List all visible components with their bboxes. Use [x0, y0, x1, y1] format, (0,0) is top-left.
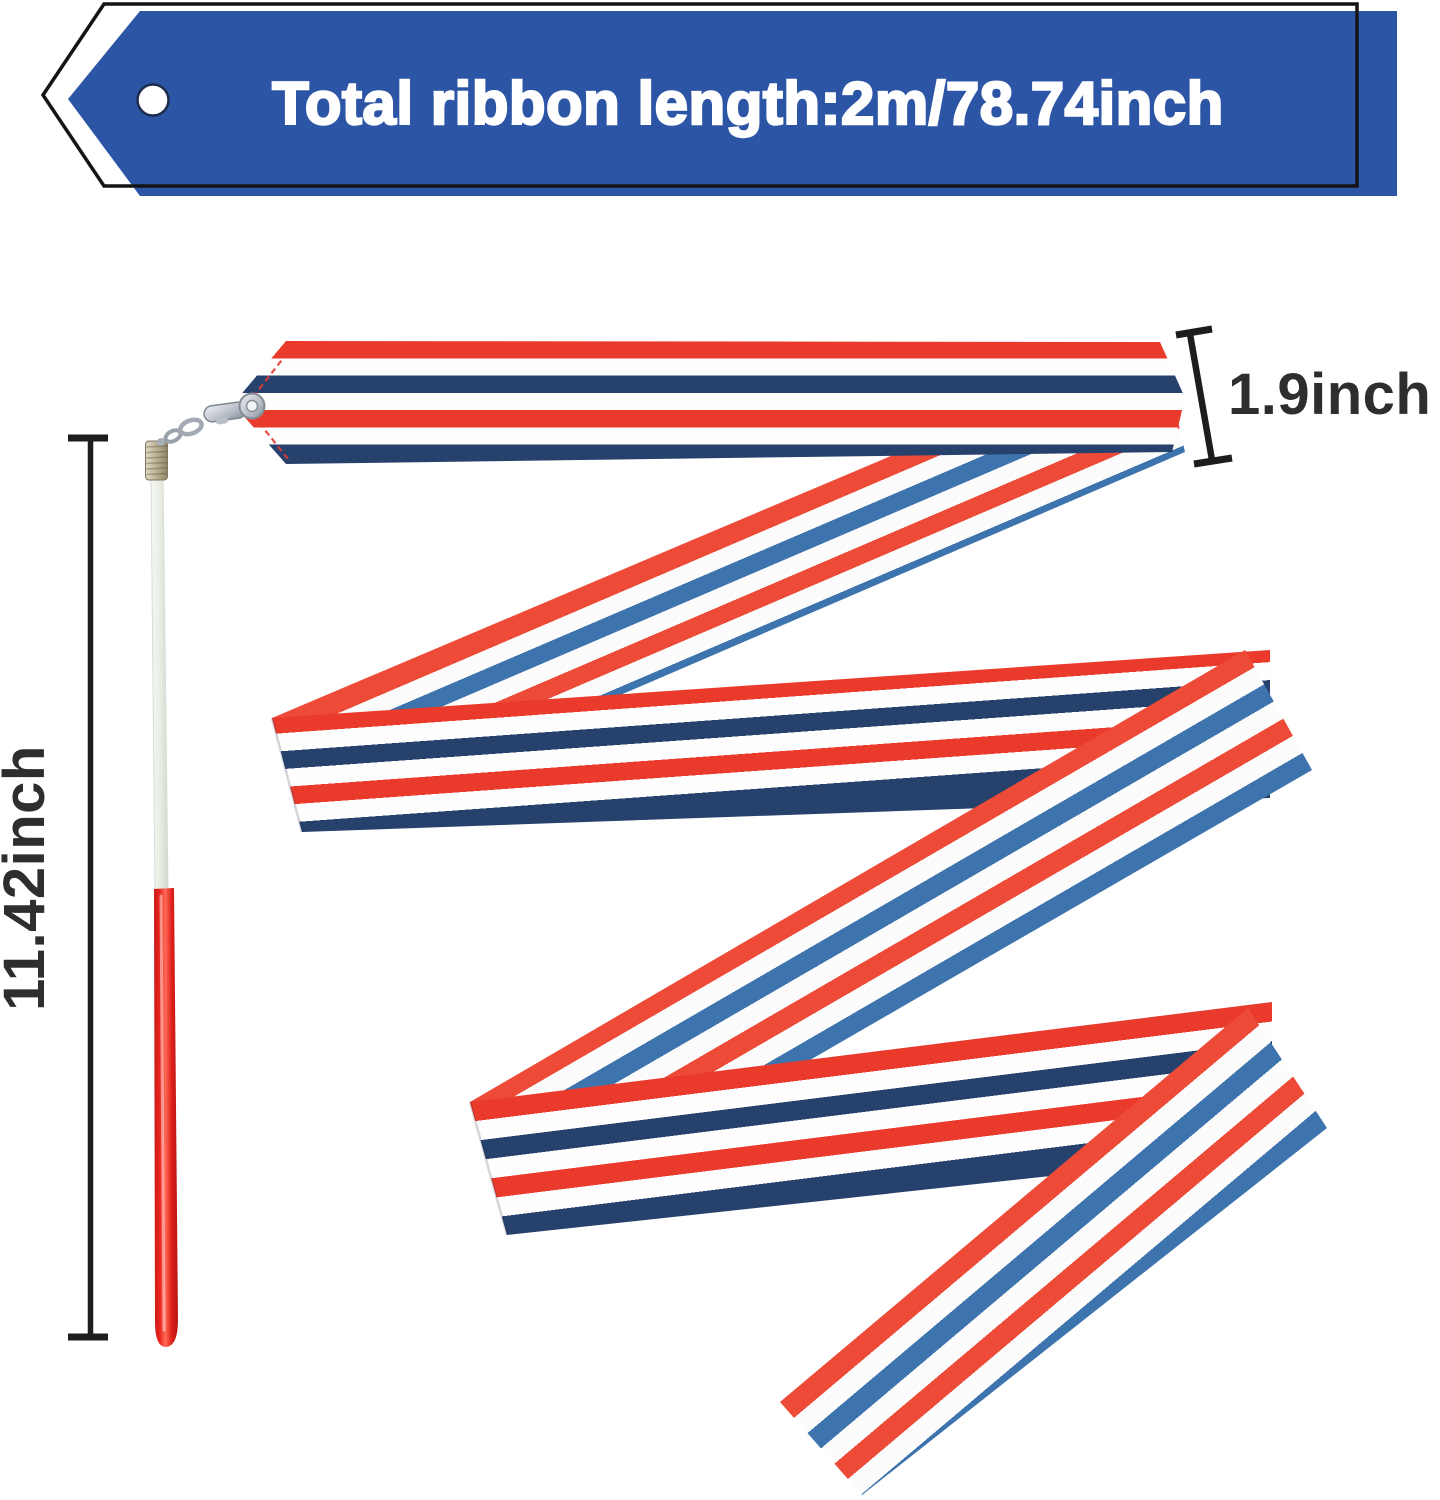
- stick-length-dimension: 11.42inch: [0, 434, 108, 1341]
- ribbon-width-label: 1.9inch: [1228, 362, 1431, 427]
- banner-tag-outline: [40, 2, 1359, 188]
- swivel-clasp-icon: [157, 401, 247, 446]
- stick-length-label: 11.42inch: [0, 745, 57, 1011]
- wand-handle: [154, 888, 178, 1347]
- wand: [145, 392, 266, 1347]
- ribbon-eyelet-icon: [238, 392, 266, 420]
- ribbon-tail: [780, 1008, 1327, 1495]
- ribbon-band-3: [470, 1002, 1272, 1235]
- ribbon: [233, 341, 1327, 1495]
- ribbon-width-dimension: 1.9inch: [1175, 325, 1431, 468]
- banner: Total ribbon length:2m/78.74inch: [40, 2, 1397, 196]
- ribbon-width-line: [1186, 333, 1216, 461]
- banner-tag-shape: [68, 11, 1397, 196]
- ribbon-fold-crease-left-1: [270, 717, 304, 833]
- wand-ferrule: [145, 440, 168, 481]
- ribbon-width-cap-bottom: [1193, 454, 1233, 468]
- banner-label: Total ribbon length:2m/78.74inch: [272, 70, 1224, 137]
- banner-hole-icon: [136, 83, 170, 117]
- wand-handle-highlight: [159, 894, 166, 1332]
- ribbon-fold-crease-left-2: [468, 1101, 509, 1236]
- ribbon-width-cap-top: [1175, 325, 1213, 339]
- wand-shaft: [150, 477, 169, 890]
- ribbon-band-1: [233, 341, 1185, 464]
